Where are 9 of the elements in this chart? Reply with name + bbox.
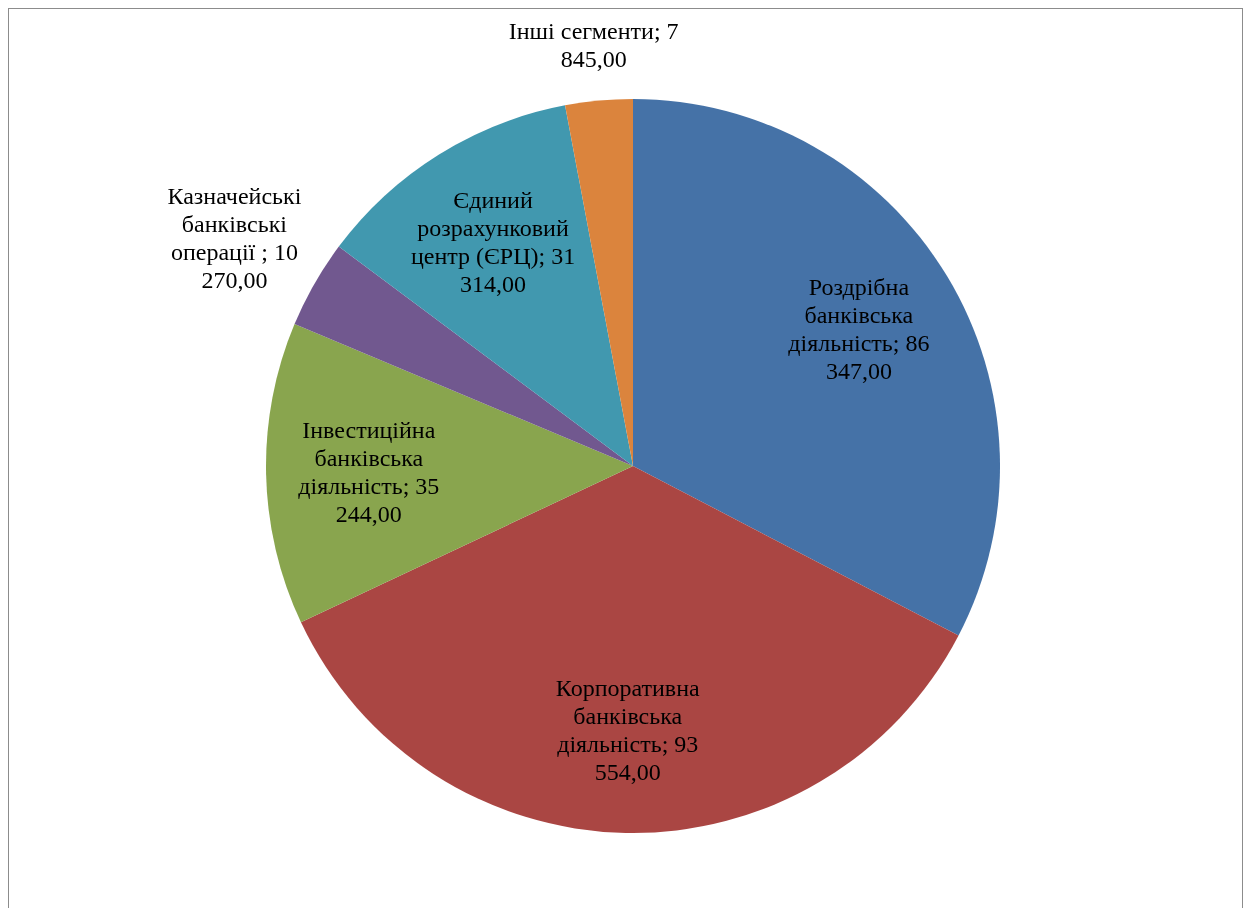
slice-label: Єдиний розрахунковий центр (ЄРЦ); 31 314,00: [410, 186, 576, 297]
pie-slice: [266, 324, 633, 623]
pie-slice: [300, 466, 959, 833]
slice-label: Казначейські банківські операції ; 10 270,00: [167, 183, 302, 294]
slice-label: Корпоративна банківська діяльність; 93 554,00: [555, 675, 701, 786]
slice-label: Інші сегменти; 7 845,00: [508, 17, 679, 72]
slice-label: Роздрібна банківська діяльність; 86 347,00: [788, 273, 930, 384]
slice-label: Інвестиційна банківська діяльність; 35 244,00: [298, 416, 440, 527]
pie-slice: [633, 99, 1000, 636]
